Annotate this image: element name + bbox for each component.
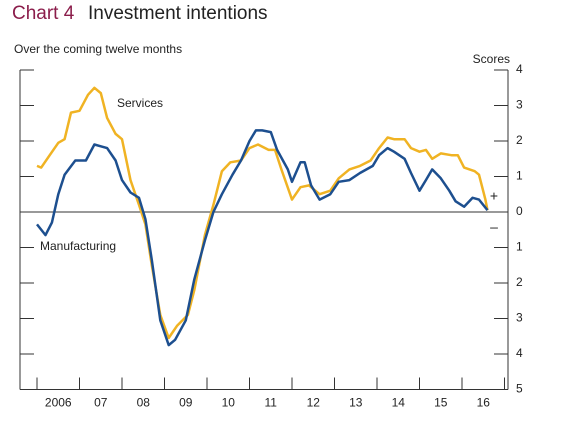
series-line	[36, 86, 489, 340]
series-line	[36, 129, 489, 347]
y-tick-label: 5	[516, 382, 523, 396]
y-tick-label: 3	[516, 98, 523, 112]
negative-sign: –	[490, 219, 498, 235]
y-axis-label: Scores	[473, 52, 510, 66]
chart-title: Investment intentions	[88, 3, 268, 24]
y-tick-label: 0	[516, 204, 523, 218]
title-prefix: Chart 4	[12, 3, 75, 24]
x-tick-label: 12	[307, 396, 321, 410]
y-tick-label: 1	[516, 169, 523, 183]
subtitle: Over the coming twelve months	[14, 42, 182, 56]
x-tick-label: 08	[137, 396, 151, 410]
x-tick-label: 14	[392, 396, 406, 410]
x-tick-label: 2006	[45, 396, 72, 410]
y-tick-label: 4	[516, 62, 523, 76]
x-tick-label: 13	[349, 396, 363, 410]
positive-sign: +	[490, 188, 498, 204]
legend-label: Services	[117, 96, 163, 110]
x-tick-label: 11	[265, 396, 278, 410]
y-tick-label: 3	[516, 311, 523, 325]
x-tick-label: 10	[222, 396, 236, 410]
x-tick-label: 16	[477, 396, 491, 410]
y-tick-label: 2	[516, 133, 523, 147]
x-tick-label: 09	[179, 396, 193, 410]
x-tick-label: 07	[94, 396, 108, 410]
legend-label: Manufacturing	[40, 239, 116, 253]
y-tick-label: 4	[516, 346, 523, 360]
x-tick-label: 15	[434, 396, 448, 410]
y-tick-label: 2	[516, 275, 523, 289]
y-tick-label: 1	[516, 240, 523, 254]
